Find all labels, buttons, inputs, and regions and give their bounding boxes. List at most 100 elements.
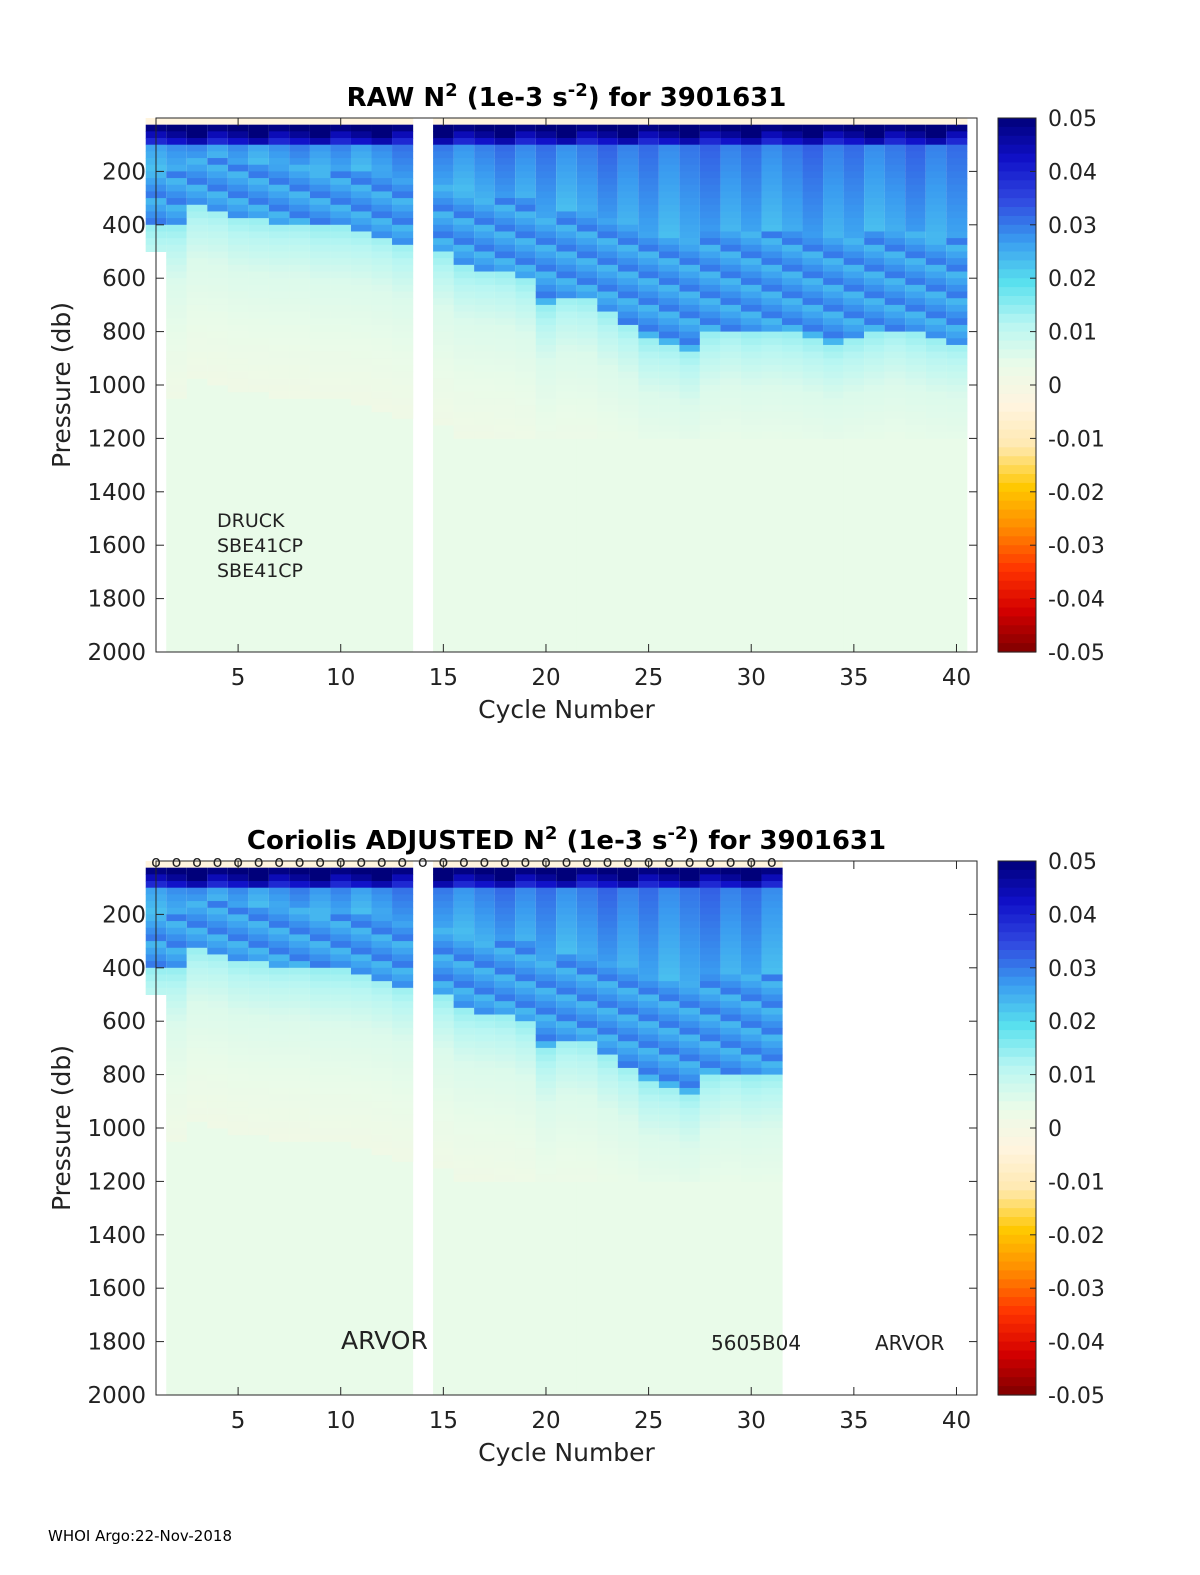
heatmap-cell <box>535 1168 557 1176</box>
heatmap-cell <box>248 191 270 199</box>
heatmap-cell <box>617 1107 639 1116</box>
heatmap-cell <box>248 1021 270 1029</box>
heatmap-cell <box>556 994 578 1002</box>
heatmap-cell <box>576 914 598 922</box>
colorbar-segment <box>998 545 1036 555</box>
heatmap-cell <box>597 244 619 252</box>
heatmap-cell <box>248 264 270 273</box>
heatmap-cell <box>720 941 742 949</box>
heatmap-cell <box>166 1081 188 1089</box>
heatmap-cell <box>227 378 249 386</box>
heatmap-cell <box>433 144 455 152</box>
heatmap-cell <box>453 131 475 139</box>
heatmap-cell <box>166 874 188 882</box>
heatmap-cell <box>330 874 352 882</box>
heatmap-cell <box>946 151 968 159</box>
heatmap-cell <box>802 244 824 252</box>
heatmap-cell <box>309 124 332 132</box>
heatmap-cell <box>823 118 845 126</box>
heatmap-cell <box>802 178 824 186</box>
heatmap-cell <box>740 318 763 326</box>
heatmap-cell <box>597 914 619 922</box>
heatmap-cell <box>782 378 804 386</box>
qc-marker: o <box>603 852 613 871</box>
heatmap-cell <box>638 894 660 902</box>
heatmap-cell <box>350 171 373 179</box>
heatmap-cell <box>761 405 783 413</box>
x-tick-label: 15 <box>429 665 458 691</box>
heatmap-cell <box>638 987 660 995</box>
heatmap-cell <box>720 164 742 172</box>
heatmap-cell <box>679 158 701 166</box>
heatmap-cell <box>556 258 578 266</box>
heatmap-cell <box>597 391 619 399</box>
heatmap-cell <box>289 907 311 915</box>
heatmap-cell <box>576 431 598 439</box>
heatmap-cell <box>186 191 208 199</box>
heatmap-cell <box>535 151 557 159</box>
heatmap-cell <box>371 118 393 126</box>
heatmap-cell <box>638 1128 660 1136</box>
heatmap-cell <box>740 224 763 232</box>
heatmap-cell <box>309 1107 332 1116</box>
heatmap-cell <box>166 251 188 259</box>
heatmap-cell <box>268 861 291 869</box>
colorbar-segment <box>998 189 1036 199</box>
footer-credit: WHOI Argo:22-Nov-2018 <box>48 1527 232 1545</box>
heatmap-cell <box>884 331 906 339</box>
heatmap-cell <box>433 1014 455 1022</box>
colorbar-segment <box>998 340 1036 350</box>
heatmap-cell <box>638 1121 660 1129</box>
heatmap-cell <box>289 934 311 942</box>
heatmap-cell <box>556 211 578 219</box>
heatmap-cell <box>392 934 414 942</box>
heatmap-cell <box>268 1134 291 1142</box>
heatmap-cell <box>453 1168 475 1176</box>
colorbar-tick-label: -0.02 <box>1048 1224 1105 1249</box>
heatmap-cell <box>864 131 886 139</box>
heatmap-cell <box>494 385 516 393</box>
heatmap-cell <box>905 324 927 333</box>
heatmap-cell <box>330 1134 352 1142</box>
heatmap-cell <box>453 364 475 373</box>
y-axis-label: Pressure (db) <box>47 302 76 468</box>
heatmap-cell <box>782 324 804 333</box>
heatmap-cell <box>227 1041 249 1049</box>
heatmap-cell <box>433 398 455 406</box>
colorbar-segment <box>998 1190 1036 1200</box>
heatmap-cell <box>474 1148 496 1156</box>
heatmap-cell <box>884 218 906 226</box>
heatmap-cell <box>597 1007 619 1016</box>
colorbar-segment <box>998 1288 1036 1298</box>
heatmap-cell <box>227 184 249 192</box>
heatmap-cell <box>248 244 270 252</box>
heatmap-cell <box>248 385 270 393</box>
heatmap-cell <box>597 231 619 239</box>
heatmap-cell <box>638 1001 660 1009</box>
heatmap-cell <box>617 278 639 286</box>
heatmap-cell <box>309 251 332 259</box>
heatmap-cell <box>474 198 496 206</box>
heatmap-cell <box>330 1014 352 1022</box>
heatmap-cell <box>761 1061 783 1069</box>
heatmap-cell <box>330 947 352 955</box>
heatmap-cell <box>679 425 701 433</box>
heatmap-cell <box>556 1134 578 1142</box>
heatmap-cell <box>494 954 516 962</box>
heatmap-cell <box>740 304 763 313</box>
heatmap-cell <box>350 1041 373 1049</box>
heatmap-cell <box>330 244 352 252</box>
qc-marker: o <box>377 852 387 871</box>
heatmap-cell <box>556 304 578 313</box>
heatmap-cell <box>720 378 742 386</box>
heatmap-cell <box>843 271 865 279</box>
heatmap-cell <box>720 1001 742 1009</box>
heatmap-cell <box>597 894 619 902</box>
heatmap-cell <box>268 1034 291 1042</box>
colorbar-segment <box>998 420 1036 431</box>
heatmap-cell <box>289 331 311 339</box>
heatmap-cell <box>658 987 680 995</box>
heatmap-cell <box>268 284 291 293</box>
heatmap-cell <box>227 138 249 146</box>
heatmap-cell <box>535 144 557 152</box>
